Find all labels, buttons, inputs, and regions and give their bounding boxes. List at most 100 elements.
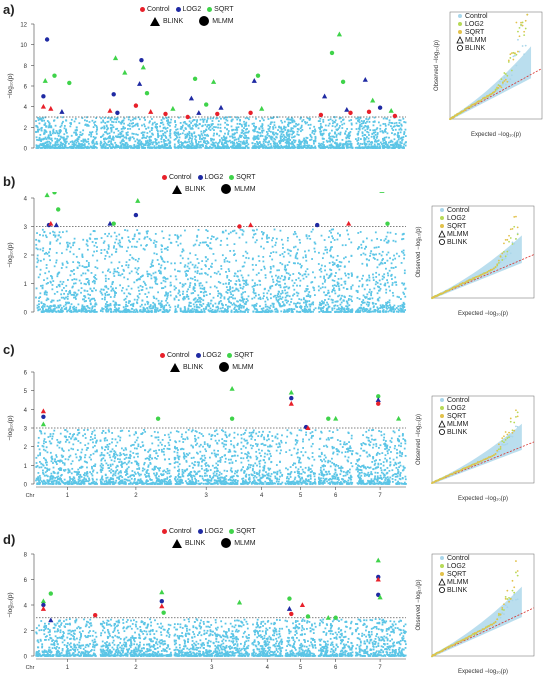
snp-point: [207, 302, 210, 304]
snp-point: [351, 147, 354, 149]
snp-point: [144, 308, 147, 311]
snp-point: [73, 131, 76, 134]
snp-point: [265, 296, 268, 299]
snp-point: [301, 128, 304, 131]
snp-point: [35, 296, 37, 299]
snp-point: [262, 119, 265, 122]
snp-point: [304, 256, 307, 258]
significant-marker-log2: [251, 78, 257, 83]
snp-point: [226, 237, 229, 240]
snp-point: [69, 146, 71, 149]
snp-point: [154, 138, 157, 140]
snp-point: [366, 311, 369, 313]
snp-point: [322, 311, 324, 313]
snp-point: [279, 284, 282, 287]
snp-point: [373, 309, 376, 311]
snp-point: [37, 117, 39, 119]
snp-point: [279, 295, 281, 298]
snp-point: [376, 132, 379, 134]
snp-point: [305, 310, 308, 313]
snp-point: [115, 303, 118, 306]
snp-point: [394, 143, 397, 146]
snp-point: [148, 237, 151, 240]
snp-point: [299, 146, 302, 149]
snp-point: [403, 254, 406, 256]
snp-point: [40, 119, 43, 121]
snp-point: [261, 310, 264, 313]
snp-point: [259, 283, 262, 286]
snp-point: [188, 123, 191, 126]
snp-point: [211, 141, 214, 144]
significant-marker-log2: [115, 110, 120, 116]
snp-point: [142, 247, 145, 250]
snp-point: [321, 147, 324, 149]
snp-point: [277, 298, 280, 301]
snp-point: [151, 143, 154, 146]
snp-point: [375, 253, 377, 256]
snp-point: [253, 292, 256, 295]
snp-point: [395, 141, 398, 144]
snp-point: [340, 311, 343, 313]
snp-point: [165, 247, 168, 250]
snp-point: [224, 229, 227, 232]
snp-point: [156, 307, 159, 310]
snp-point: [245, 136, 248, 139]
legend-mlmm: MLMM: [212, 18, 234, 25]
snp-point: [58, 139, 60, 142]
snp-point: [330, 269, 333, 271]
significant-marker-control: [48, 105, 54, 111]
snp-point: [361, 309, 364, 312]
snp-point: [339, 125, 341, 127]
snp-point: [125, 131, 128, 134]
snp-point: [126, 229, 129, 232]
snp-point: [89, 303, 92, 306]
snp-point: [166, 277, 169, 280]
snp-point: [43, 279, 45, 282]
snp-point: [216, 309, 219, 311]
snp-point: [270, 136, 273, 139]
snp-point: [95, 141, 98, 143]
snp-point: [162, 237, 165, 239]
snp-point: [322, 118, 325, 121]
snp-point: [373, 135, 376, 138]
snp-point: [363, 139, 366, 142]
snp-point: [285, 131, 288, 134]
snp-point: [139, 284, 142, 287]
snp-point: [122, 140, 125, 142]
snp-point: [317, 145, 320, 147]
snp-point: [382, 311, 385, 313]
snp-point: [378, 296, 381, 299]
snp-point: [330, 246, 332, 249]
snp-point: [85, 283, 87, 286]
snp-point: [277, 129, 279, 131]
snp-point: [239, 119, 241, 122]
snp-point: [319, 126, 322, 129]
snp-point: [104, 296, 106, 299]
snp-point: [136, 138, 139, 141]
snp-point: [233, 303, 236, 306]
snp-point: [196, 145, 199, 148]
snp-point: [320, 264, 323, 267]
snp-point: [231, 118, 234, 121]
snp-point: [277, 301, 280, 304]
significant-marker-log2: [322, 93, 328, 99]
snp-point: [215, 132, 218, 135]
snp-point: [164, 142, 167, 145]
snp-point: [215, 306, 218, 309]
snp-point: [247, 131, 250, 134]
snp-point: [362, 122, 365, 124]
snp-point: [309, 123, 312, 126]
snp-point: [123, 269, 125, 272]
snp-point: [83, 289, 86, 292]
snp-point: [106, 301, 108, 303]
snp-point: [67, 279, 69, 281]
snp-point: [146, 135, 149, 138]
snp-point: [334, 125, 337, 128]
snp-point: [381, 130, 384, 133]
snp-point: [272, 126, 274, 128]
significant-marker-control: [163, 111, 168, 117]
qq-point: [479, 100, 482, 103]
snp-point: [93, 146, 96, 149]
snp-point: [43, 137, 46, 140]
